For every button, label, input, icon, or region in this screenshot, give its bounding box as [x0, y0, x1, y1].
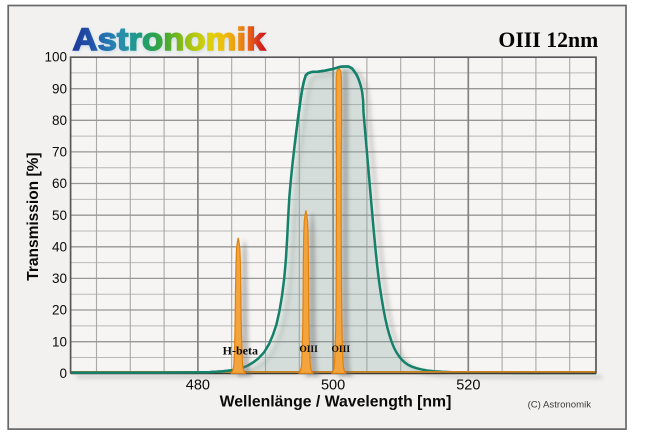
svg-text:50: 50	[52, 208, 67, 223]
svg-text:100: 100	[44, 50, 67, 65]
svg-text:500: 500	[321, 378, 345, 394]
svg-text:60: 60	[52, 176, 67, 191]
svg-text:Astronomik: Astronomik	[73, 22, 267, 58]
svg-text:Wellenlänge / Wavelength [nm]: Wellenlänge / Wavelength [nm]	[220, 394, 452, 411]
svg-text:(C) Astronomik: (C) Astronomik	[528, 400, 592, 411]
svg-text:20: 20	[52, 303, 67, 318]
svg-text:0: 0	[59, 366, 67, 381]
svg-text:H-beta: H-beta	[223, 343, 258, 357]
svg-text:70: 70	[52, 145, 67, 160]
svg-text:Transmission [%]: Transmission [%]	[25, 152, 42, 280]
svg-text:90: 90	[52, 81, 67, 96]
svg-text:40: 40	[52, 240, 67, 255]
svg-text:520: 520	[456, 378, 480, 394]
svg-text:80: 80	[52, 113, 67, 128]
svg-text:Astronomik: Astronomik	[73, 21, 267, 57]
svg-text:OIII: OIII	[299, 345, 318, 355]
svg-text:10: 10	[52, 334, 67, 349]
svg-text:480: 480	[186, 378, 210, 394]
svg-text:OIII: OIII	[332, 345, 351, 355]
svg-text:30: 30	[52, 271, 67, 286]
svg-text:OIII 12nm: OIII 12nm	[498, 28, 598, 52]
